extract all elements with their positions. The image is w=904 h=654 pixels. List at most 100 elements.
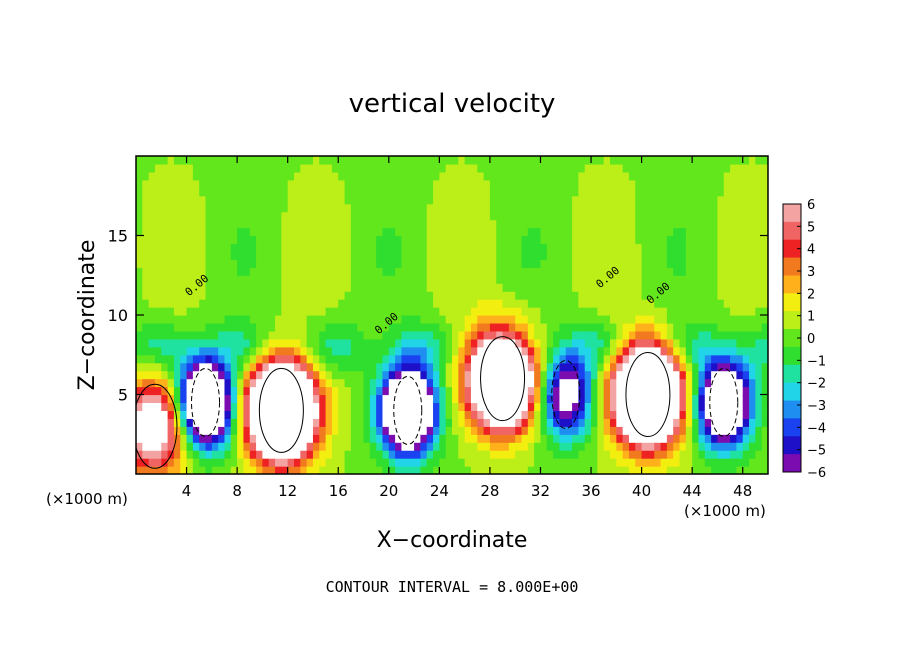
heatmap-cell <box>679 458 687 467</box>
heatmap-cell <box>647 362 655 372</box>
heatmap-cell <box>546 378 554 388</box>
heatmap-cell <box>698 156 706 165</box>
heatmap-cell <box>660 211 668 221</box>
heatmap-cell <box>249 338 257 348</box>
heatmap-cell <box>161 227 169 237</box>
heatmap-cell <box>205 322 213 332</box>
heatmap-cell <box>388 243 396 252</box>
heatmap-cell <box>654 378 662 388</box>
heatmap-cell <box>761 466 768 474</box>
heatmap-cell <box>489 299 497 308</box>
heatmap-cell <box>268 402 276 411</box>
heatmap-cell <box>698 362 706 372</box>
heatmap-cell <box>180 171 188 181</box>
heatmap-cell <box>489 307 497 316</box>
heatmap-cell <box>180 235 188 245</box>
heatmap-cell <box>496 203 504 213</box>
heatmap-cell <box>287 362 295 372</box>
heatmap-cell <box>173 442 181 451</box>
heatmap-cell <box>508 163 516 173</box>
heatmap-cell <box>445 259 453 268</box>
heatmap-cell <box>294 322 301 332</box>
heatmap-cell <box>420 466 428 474</box>
heatmap-cell <box>717 203 725 213</box>
heatmap-cell <box>628 259 636 268</box>
heatmap-cell <box>357 267 365 276</box>
heatmap-cell <box>211 243 219 252</box>
heatmap-cell <box>281 307 289 316</box>
heatmap-cell <box>496 163 504 173</box>
heatmap-cell <box>704 378 712 388</box>
heatmap-cell <box>470 259 478 268</box>
heatmap-cell <box>628 418 636 427</box>
heatmap-cell <box>161 450 169 459</box>
heatmap-cell <box>294 330 301 340</box>
heatmap-cell <box>647 219 655 229</box>
heatmap-cell <box>256 235 263 245</box>
heatmap-cell <box>186 338 194 348</box>
heatmap-cell <box>268 259 276 268</box>
heatmap-cell <box>685 450 693 459</box>
heatmap-cell <box>211 283 219 292</box>
heatmap-cell <box>401 275 409 284</box>
heatmap-cell <box>331 219 339 229</box>
heatmap-cell <box>275 402 282 411</box>
heatmap-cell <box>742 235 750 245</box>
heatmap-cell <box>376 235 384 245</box>
heatmap-cell <box>572 235 579 245</box>
heatmap-cell <box>704 299 712 308</box>
heatmap-cell <box>711 322 719 332</box>
heatmap-cell <box>350 203 358 213</box>
heatmap-cell <box>357 442 365 451</box>
heatmap-cell <box>692 156 700 165</box>
heatmap-cell <box>654 394 662 404</box>
heatmap-cell <box>597 275 605 284</box>
heatmap-cell <box>445 458 453 467</box>
heatmap-cell <box>382 307 390 316</box>
heatmap-cell <box>211 346 219 356</box>
heatmap-cell <box>433 195 440 205</box>
heatmap-cell <box>692 283 700 292</box>
heatmap-cell <box>635 338 643 348</box>
heatmap-cell <box>357 163 365 173</box>
heatmap-cell <box>597 410 605 419</box>
heatmap-cell <box>717 346 725 356</box>
heatmap-cell <box>527 362 535 372</box>
heatmap-cell <box>199 386 207 396</box>
heatmap-cell <box>578 426 586 435</box>
heatmap-cell <box>445 187 453 197</box>
heatmap-cell <box>287 458 295 467</box>
heatmap-cell <box>622 370 630 380</box>
heatmap-cell <box>180 386 188 396</box>
heatmap-cell <box>553 466 561 474</box>
heatmap-cell <box>673 251 681 260</box>
heatmap-cell <box>224 227 232 237</box>
heatmap-cell <box>350 291 358 300</box>
heatmap-cell <box>338 283 346 292</box>
heatmap-cell <box>685 418 693 427</box>
heatmap-cell <box>180 219 188 229</box>
heatmap-cell <box>723 179 731 189</box>
heatmap-cell <box>192 243 200 252</box>
heatmap-cell <box>698 402 706 411</box>
heatmap-cell <box>218 354 226 364</box>
heatmap-cell <box>407 386 415 396</box>
heatmap-cell <box>325 156 333 165</box>
heatmap-cell <box>369 354 377 364</box>
heatmap-cell <box>578 243 586 252</box>
heatmap-cell <box>546 338 554 348</box>
heatmap-cell <box>572 338 579 348</box>
heatmap-cell <box>439 163 447 173</box>
heatmap-cell <box>180 458 188 467</box>
heatmap-cell <box>622 251 630 260</box>
heatmap-cell <box>565 291 573 300</box>
heatmap-cell <box>167 299 175 308</box>
heatmap-cell <box>622 235 630 245</box>
heatmap-cell <box>388 466 396 474</box>
heatmap-cell <box>439 370 447 380</box>
heatmap-cell <box>470 171 478 181</box>
heatmap-cell <box>224 275 232 284</box>
heatmap-cell <box>508 259 516 268</box>
heatmap-cell <box>565 219 573 229</box>
heatmap-cell <box>237 426 245 435</box>
